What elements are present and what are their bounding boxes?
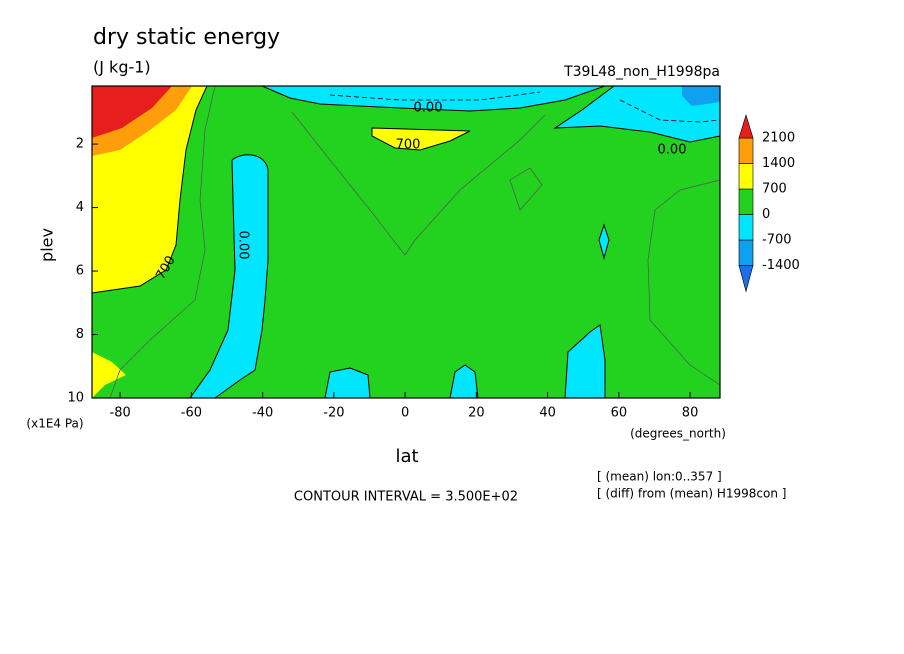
y-axis-label: plev [38, 228, 57, 262]
contour-region [682, 86, 720, 106]
x-tick-label: -80 [110, 406, 131, 421]
plot-frame [91, 85, 721, 399]
contour-line [291, 111, 546, 256]
colorbar-label: 700 [762, 182, 787, 197]
x-tick-label: 80 [682, 406, 699, 421]
x-tick-label: -20 [323, 406, 344, 421]
colorbar-arrow [738, 113, 754, 139]
colorbar-label: 0 [762, 207, 770, 222]
x-tick-label: 20 [468, 406, 485, 421]
contour-line [91, 85, 208, 294]
run-label: T39L48_non_H1998pa [563, 64, 720, 80]
note: [ (mean) lon:0..357 ] [597, 470, 722, 484]
x-tick-label: 60 [611, 406, 628, 421]
contour-line [647, 179, 721, 386]
contour-line [324, 127, 610, 399]
x-unit: (degrees_north) [630, 427, 726, 441]
contour-region [262, 86, 605, 111]
contour-region [555, 86, 720, 142]
colorbar-label: 1400 [762, 156, 795, 171]
colorbar-box [738, 188, 754, 215]
y-tick-label: 8 [76, 327, 84, 342]
y-unit: (x1E4 Pa) [26, 417, 83, 431]
contour-label: 700 [396, 138, 421, 153]
contour-label: 0.00 [414, 101, 443, 116]
colorbar-box [738, 137, 754, 164]
contour-label: 0.00 [658, 143, 687, 158]
colorbar-arrow [738, 265, 754, 293]
chart-subtitle: (J kg-1) [93, 58, 151, 77]
contour-line [509, 167, 543, 211]
colorbar-label: -1400 [762, 258, 800, 273]
contour-region [325, 368, 370, 398]
y-tick-label: 10 [67, 391, 84, 406]
contour-line [261, 85, 721, 143]
contour-region [450, 365, 478, 398]
y-tick-label: 4 [76, 200, 84, 215]
x-tick-label: 40 [539, 406, 556, 421]
contour-line [189, 154, 269, 399]
note: [ (diff) from (mean) H1998con ] [597, 487, 786, 501]
colorbar-box [738, 163, 754, 190]
y-tick-label: 2 [76, 137, 84, 152]
colorbar-box [738, 214, 754, 241]
contour-field [91, 85, 721, 399]
y-tick-label: 6 [76, 264, 84, 279]
x-tick-label: -60 [181, 406, 202, 421]
contour-line [109, 85, 216, 399]
contour-region [92, 86, 172, 138]
contour-label: 0.00 [236, 231, 251, 260]
contour-region [565, 325, 605, 398]
chart-title: dry static energy [93, 25, 280, 50]
contour-region [190, 154, 269, 398]
contour-region [372, 128, 470, 150]
colorbar-label: -700 [762, 233, 792, 248]
contour-line [329, 91, 721, 123]
contour-interval: CONTOUR INTERVAL = 3.500E+02 [294, 490, 518, 505]
x-tick-label: -40 [252, 406, 273, 421]
x-axis-label: lat [395, 446, 418, 467]
contour-region [92, 352, 126, 398]
x-tick-label: 0 [401, 406, 409, 421]
colorbar-box [738, 239, 754, 266]
colorbar-label: 2100 [762, 131, 795, 146]
